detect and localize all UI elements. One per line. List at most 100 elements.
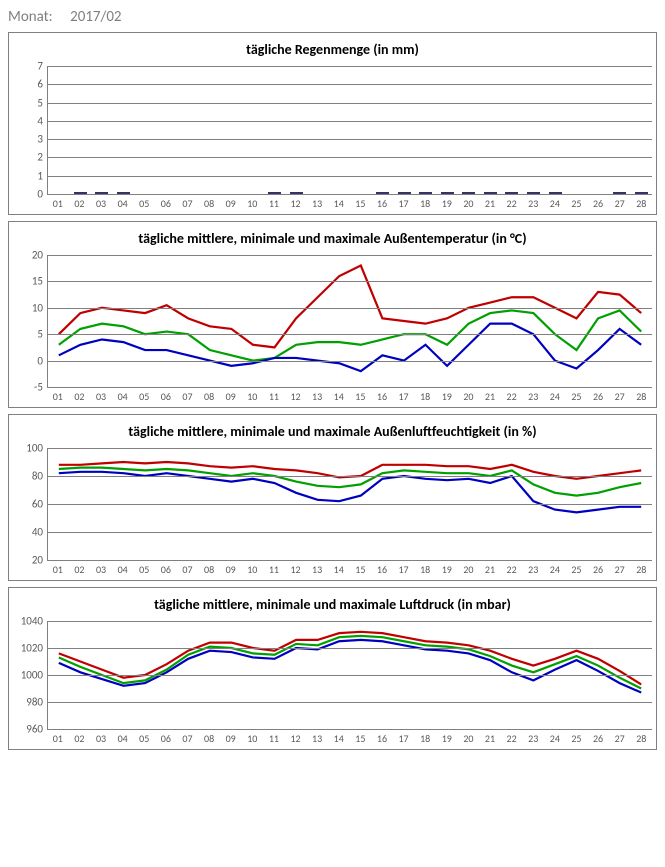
x-tick: 19: [436, 390, 458, 403]
x-tick: 09: [220, 732, 242, 745]
x-tick: 26: [587, 563, 609, 576]
x-tick: 20: [458, 732, 480, 745]
temp-chart: tägliche mittlere, minimale und maximale…: [8, 221, 657, 408]
x-tick: 06: [155, 390, 177, 403]
x-tick: 13: [306, 732, 328, 745]
series-line: [59, 310, 641, 360]
gridline: [48, 157, 652, 158]
x-tick: 08: [198, 390, 220, 403]
x-tick: 10: [241, 563, 263, 576]
x-tick: 21: [479, 390, 501, 403]
x-tick: 07: [177, 197, 199, 210]
x-tick: 15: [350, 390, 372, 403]
month-label: Monat:: [8, 8, 53, 26]
y-tick: 1: [37, 169, 43, 182]
x-tick: 09: [220, 197, 242, 210]
x-tick: 09: [220, 563, 242, 576]
pressure-y-axis: 104010201000980960: [13, 621, 47, 729]
x-tick: 11: [263, 732, 285, 745]
x-tick: 03: [90, 563, 112, 576]
x-tick: 16: [371, 732, 393, 745]
pressure-plot-area: [47, 621, 652, 730]
pressure-chart: tägliche mittlere, minimale und maximale…: [8, 587, 657, 750]
x-tick: 26: [587, 197, 609, 210]
x-tick: 28: [630, 197, 652, 210]
x-tick: 06: [155, 563, 177, 576]
x-tick: 03: [90, 390, 112, 403]
x-tick: 01: [47, 563, 69, 576]
y-tick: 3: [37, 133, 43, 146]
x-tick: 02: [69, 197, 91, 210]
x-tick: 05: [133, 732, 155, 745]
x-tick: 23: [522, 732, 544, 745]
x-tick: 26: [587, 732, 609, 745]
y-tick: 1040: [21, 615, 43, 628]
x-tick: 18: [414, 197, 436, 210]
rain-chart: tägliche Regenmenge (in mm) 76543210 010…: [8, 32, 657, 215]
temp-x-axis: 0102030405060708091011121314151617181920…: [47, 390, 652, 403]
x-tick: 07: [177, 732, 199, 745]
x-tick: 20: [458, 197, 480, 210]
y-tick: 10: [32, 301, 43, 314]
y-tick: 2: [37, 151, 43, 164]
y-tick: 0: [37, 188, 43, 201]
temp-plot-area: [47, 255, 652, 388]
x-tick: 04: [112, 732, 134, 745]
x-tick: 27: [609, 390, 631, 403]
humidity-chart-title: tägliche mittlere, minimale und maximale…: [13, 423, 652, 440]
x-tick: 14: [328, 732, 350, 745]
gridline: [48, 281, 652, 282]
x-tick: 12: [285, 197, 307, 210]
x-tick: 12: [285, 390, 307, 403]
gridline: [48, 648, 652, 649]
x-tick: 25: [566, 732, 588, 745]
y-tick: 1020: [21, 642, 43, 655]
x-tick: 21: [479, 732, 501, 745]
x-tick: 24: [544, 197, 566, 210]
x-tick: 03: [90, 197, 112, 210]
x-tick: 01: [47, 390, 69, 403]
y-tick: 980: [26, 696, 43, 709]
x-tick: 08: [198, 197, 220, 210]
x-tick: 12: [285, 563, 307, 576]
y-tick: 40: [32, 526, 43, 539]
x-tick: 13: [306, 563, 328, 576]
month-value: 2017/02: [70, 8, 121, 26]
x-tick: 02: [69, 563, 91, 576]
x-tick: 23: [522, 197, 544, 210]
x-tick: 15: [350, 563, 372, 576]
x-tick: 11: [263, 390, 285, 403]
x-tick: 02: [69, 390, 91, 403]
rain-chart-title: tägliche Regenmenge (in mm): [13, 41, 652, 58]
x-tick: 16: [371, 390, 393, 403]
y-tick: 0: [37, 354, 43, 367]
x-tick: 04: [112, 563, 134, 576]
rain-plot-area: [47, 66, 652, 195]
x-tick: 14: [328, 197, 350, 210]
y-tick: 4: [37, 114, 43, 127]
humidity-chart: tägliche mittlere, minimale und maximale…: [8, 414, 657, 581]
gridline: [48, 176, 652, 177]
y-tick: 20: [32, 249, 43, 262]
x-tick: 06: [155, 197, 177, 210]
gridline: [48, 194, 652, 195]
x-tick: 10: [241, 732, 263, 745]
x-tick: 25: [566, 197, 588, 210]
gridline: [48, 121, 652, 122]
gridline: [48, 504, 652, 505]
x-tick: 18: [414, 563, 436, 576]
x-tick: 10: [241, 197, 263, 210]
x-tick: 23: [522, 390, 544, 403]
y-tick: 7: [37, 60, 43, 73]
x-tick: 11: [263, 197, 285, 210]
x-tick: 19: [436, 197, 458, 210]
x-tick: 18: [414, 732, 436, 745]
x-tick: 07: [177, 390, 199, 403]
month-header: Monat: 2017/02: [8, 8, 657, 26]
gridline: [48, 334, 652, 335]
x-tick: 05: [133, 390, 155, 403]
x-tick: 13: [306, 390, 328, 403]
y-tick: 80: [32, 470, 43, 483]
x-tick: 26: [587, 390, 609, 403]
gridline: [48, 139, 652, 140]
